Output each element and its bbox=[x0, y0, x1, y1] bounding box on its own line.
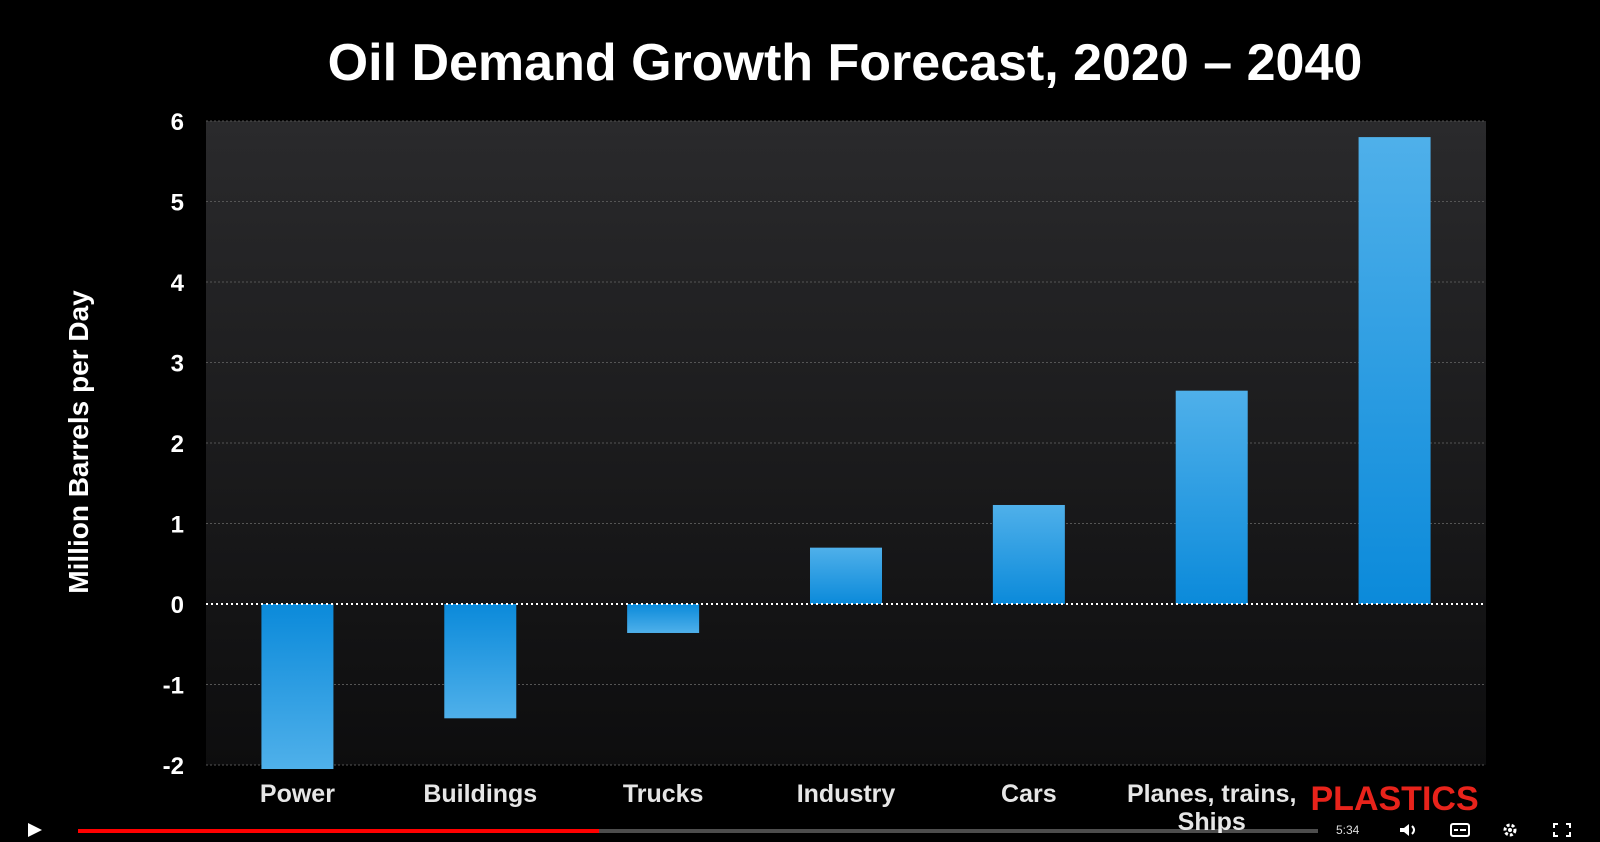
video-player-bar: 5:34 bbox=[0, 813, 1600, 837]
chart-title: Oil Demand Growth Forecast, 2020 – 2040 bbox=[328, 34, 1363, 92]
y-tick-label: 2 bbox=[171, 431, 184, 458]
volume-icon[interactable] bbox=[1398, 823, 1418, 837]
play-icon bbox=[28, 823, 42, 837]
x-tick-label: Planes, trains, Ships bbox=[1127, 780, 1297, 833]
progress-fill bbox=[78, 829, 599, 833]
settings-icon[interactable] bbox=[1500, 823, 1520, 837]
y-tick-label: 0 bbox=[171, 592, 184, 619]
y-tick-labels: 6 5 4 3 2 1 0 -1 -2 bbox=[163, 109, 185, 780]
bar bbox=[1358, 137, 1431, 604]
x-tick-label: Cars bbox=[1001, 780, 1057, 808]
bar bbox=[261, 604, 334, 770]
x-tick-label-highlight: PLASTICS bbox=[1311, 780, 1479, 818]
y-tick-label: 4 bbox=[171, 270, 185, 297]
y-tick-label: -1 bbox=[163, 673, 184, 700]
bar bbox=[444, 604, 517, 719]
bar bbox=[1175, 390, 1248, 604]
y-axis-label: Million Barrels per Day bbox=[63, 290, 94, 594]
x-tick-label: Industry bbox=[797, 780, 896, 808]
x-tick-label: Buildings bbox=[423, 780, 537, 808]
y-tick-label: 6 bbox=[171, 109, 184, 136]
x-tick-label: Trucks bbox=[623, 780, 704, 808]
y-tick-label: -2 bbox=[163, 753, 184, 780]
y-tick-label: 5 bbox=[171, 190, 184, 217]
gridlines bbox=[206, 120, 1486, 766]
bar bbox=[810, 547, 882, 604]
time-display: 5:34 bbox=[1336, 823, 1360, 837]
y-tick-label: 1 bbox=[171, 512, 184, 539]
y-tick-label: 3 bbox=[171, 351, 184, 378]
fullscreen-icon[interactable] bbox=[1552, 823, 1572, 837]
x-tick-labels: Power Buildings Trucks Industry Cars Planes, … bbox=[260, 780, 1479, 833]
bars bbox=[261, 137, 1431, 770]
subtitles-icon[interactable] bbox=[1450, 823, 1470, 837]
bar bbox=[627, 604, 700, 633]
progress-bar[interactable] bbox=[78, 829, 1318, 833]
bar bbox=[992, 504, 1065, 604]
x-tick-label: Power bbox=[260, 780, 335, 808]
play-button[interactable] bbox=[24, 821, 46, 839]
